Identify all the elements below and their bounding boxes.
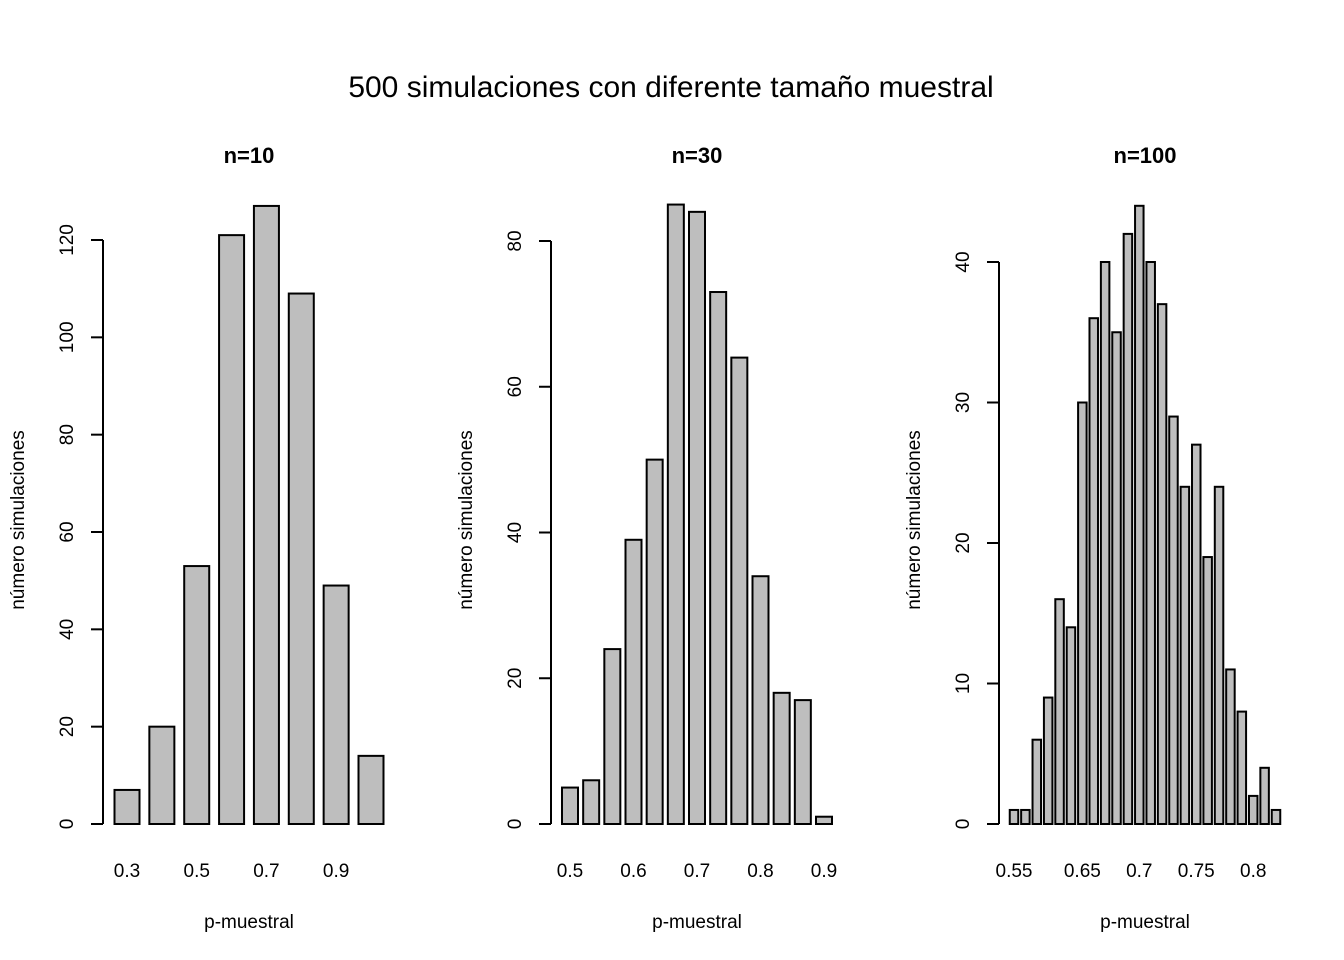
bar: [1247, 794, 1259, 826]
bar: [1122, 232, 1134, 825]
bar: [772, 691, 791, 826]
bar: [730, 356, 749, 825]
x-tick-label: 0.8: [1240, 861, 1266, 882]
panel-2: n=100 0 10 20 30 40 0.55 0.65 0.7 0.75 0.8 p-muestr…: [904, 143, 1282, 933]
y-axis-label: número simulaciones: [904, 430, 925, 610]
y-tick-label: 40: [505, 522, 526, 543]
bar: [1168, 415, 1179, 825]
bar: [357, 754, 385, 825]
y-tick-label: 0: [505, 819, 526, 830]
bar: [624, 538, 643, 825]
bar: [666, 203, 685, 825]
bar: [561, 786, 579, 825]
bar: [1111, 331, 1122, 825]
bar: [183, 565, 211, 825]
panel-title: n=100: [1114, 143, 1177, 168]
bar: [1088, 317, 1099, 825]
bar: [1270, 808, 1282, 826]
bar: [688, 210, 706, 826]
bar: [1236, 710, 1248, 825]
y-tick-label: 0: [953, 819, 974, 830]
bar: [1077, 401, 1088, 825]
bar: [1191, 443, 1202, 825]
bar: [218, 234, 246, 825]
x-tick-label: 0.65: [1064, 861, 1101, 882]
y-tick-label: 40: [57, 619, 78, 640]
bar: [287, 292, 315, 825]
y-tick-label: 0: [57, 819, 78, 830]
x-tick-label: 0.7: [1126, 861, 1152, 882]
y-tick-label: 80: [505, 230, 526, 251]
bar: [148, 725, 176, 826]
panel-title: n=30: [672, 143, 723, 168]
x-tick-label: 0.5: [184, 861, 210, 882]
bar: [1020, 808, 1031, 826]
x-tick-label: 0.9: [323, 861, 349, 882]
bar: [751, 575, 770, 825]
bar: [1042, 696, 1054, 825]
bar: [1008, 808, 1020, 826]
x-axis-label: p-muestral: [204, 912, 294, 933]
bar: [1099, 261, 1111, 825]
bar: [113, 788, 141, 826]
bar: [815, 815, 833, 826]
x-tick-label: 0.7: [253, 861, 279, 882]
bar: [1134, 204, 1145, 826]
bar: [603, 648, 622, 825]
bar: [252, 204, 280, 825]
y-tick-label: 80: [57, 424, 78, 445]
y-tick-label: 10: [953, 673, 974, 694]
bar: [1202, 556, 1213, 825]
x-tick-label: 0.75: [1178, 861, 1215, 882]
x-tick-label: 0.3: [114, 861, 140, 882]
bar: [1179, 485, 1191, 825]
x-tick-label: 0.7: [684, 861, 710, 882]
bar: [1145, 261, 1156, 825]
bar: [582, 779, 601, 826]
panel-1: n=30 0 20 40 60 80 0.5 0.6 0.7 0.8 0.9 p-muestral nú…: [456, 143, 837, 933]
x-axis-label: p-muestral: [1100, 912, 1190, 933]
bar: [1031, 738, 1043, 826]
bar: [1259, 766, 1270, 825]
x-axis-label: p-muestral: [652, 912, 742, 933]
y-tick-label: 30: [953, 392, 974, 413]
bar: [709, 291, 728, 825]
y-tick-label: 20: [57, 716, 78, 737]
bar: [322, 584, 350, 825]
y-tick-label: 120: [57, 224, 78, 256]
y-tick-label: 40: [953, 251, 974, 272]
panel-title: n=10: [224, 143, 275, 168]
x-tick-label: 0.6: [620, 861, 646, 882]
panel-0: n=10 0 20 40 60 80 100 120 0.3 0.5 0.7 0.9 p-muestra…: [8, 143, 385, 933]
y-tick-label: 100: [57, 321, 78, 353]
x-tick-label: 0.55: [996, 861, 1033, 882]
x-tick-label: 0.5: [557, 861, 583, 882]
bar: [1225, 668, 1236, 826]
x-tick-label: 0.9: [811, 861, 837, 882]
bar: [1156, 303, 1168, 825]
y-tick-label: 20: [953, 532, 974, 553]
bar: [645, 458, 664, 825]
y-axis-label: número simulaciones: [8, 430, 29, 610]
bar: [1213, 485, 1225, 825]
bar: [1065, 626, 1077, 825]
y-axis-label: número simulaciones: [456, 430, 477, 610]
y-tick-label: 60: [57, 521, 78, 542]
chart-title: 500 simulaciones con diferente tamaño mu…: [348, 71, 993, 104]
bar: [1054, 598, 1065, 826]
x-tick-label: 0.8: [747, 861, 773, 882]
y-tick-label: 20: [505, 668, 526, 689]
y-tick-label: 60: [505, 376, 526, 397]
bar: [793, 699, 812, 825]
